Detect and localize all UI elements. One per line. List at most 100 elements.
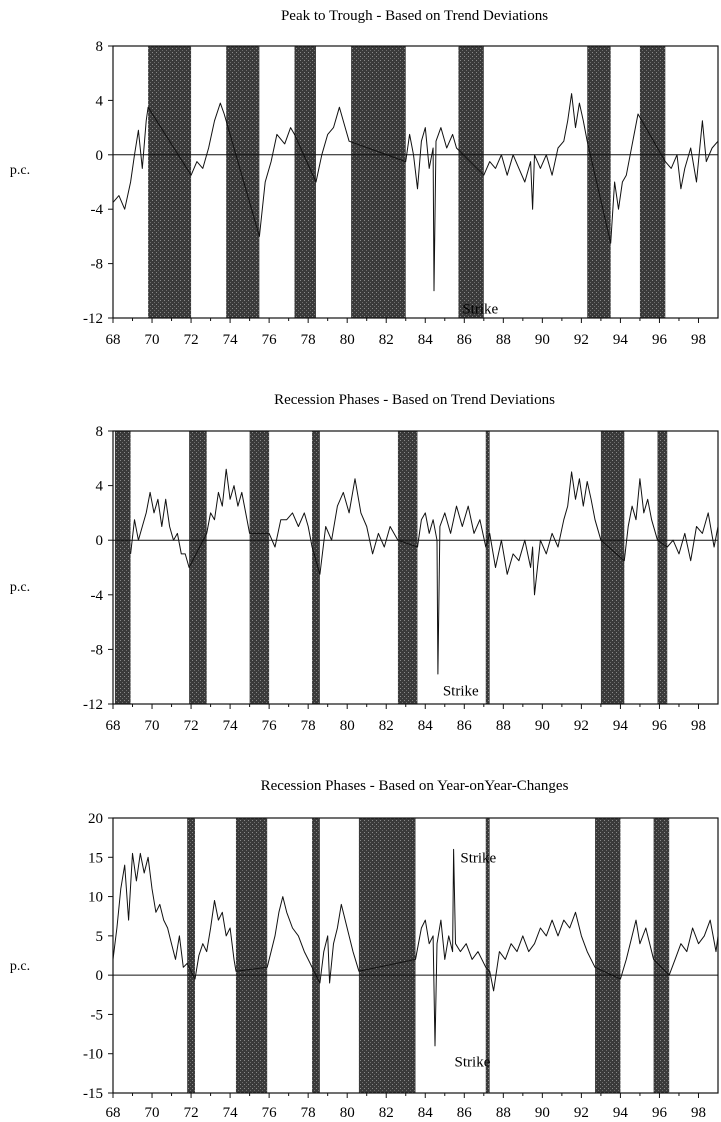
x-tick-label: 98 [691,718,706,734]
recession-band [358,818,416,1093]
x-tick-label: 96 [652,718,668,734]
x-tick-label: 68 [106,718,121,734]
x-tick-label: 72 [184,332,199,348]
x-tick-label: 90 [535,718,550,734]
recession-band [114,431,131,704]
x-tick-label: 68 [106,332,121,348]
x-tick-label: 76 [262,332,278,348]
recession-band [235,818,268,1093]
y-tick-label: -8 [91,642,104,658]
y-tick-label: -15 [83,1086,103,1102]
x-tick-label: 90 [535,1105,550,1121]
y-tick-label: -4 [91,202,104,218]
recession-band [657,431,668,704]
x-tick-label: 94 [613,332,629,348]
y-tick-label: 0 [96,148,104,164]
x-tick-label: 98 [691,332,706,348]
recession-band [397,431,418,704]
y-axis-label: p.c. [10,163,30,178]
y-tick-label: 0 [96,533,104,549]
y-tick-label: 0 [96,968,104,984]
y-tick-label: 15 [88,850,103,866]
recession-band [587,46,611,318]
x-tick-label: 96 [652,332,668,348]
y-tick-label: -8 [91,257,104,273]
x-tick-label: 72 [184,718,199,734]
y-tick-label: 8 [96,424,104,440]
y-axis-label: p.c. [10,959,30,974]
x-tick-label: 82 [379,332,394,348]
x-tick-label: 68 [106,1105,121,1121]
x-tick-label: 94 [613,718,629,734]
y-tick-label: -10 [83,1047,103,1063]
chart-panel-1: Peak to Trough - Based on Trend Deviatio… [10,8,719,348]
x-tick-label: 70 [145,332,160,348]
chart-title: Recession Phases - Based on Year-onYear-… [261,778,569,794]
recession-band [595,818,621,1093]
y-tick-label: 8 [96,39,104,55]
x-tick-label: 80 [340,718,355,734]
recession-band [226,46,260,318]
chart-panel-3: Recession Phases - Based on Year-onYear-… [10,778,719,1121]
y-tick-label: -12 [83,311,103,327]
recession-band [485,431,490,704]
y-tick-label: 5 [96,929,104,945]
x-tick-label: 98 [691,1105,706,1121]
x-tick-label: 74 [223,1105,239,1121]
x-tick-label: 76 [262,1105,278,1121]
x-tick-label: 86 [457,1105,473,1121]
series-line [130,468,719,675]
x-tick-label: 80 [340,332,355,348]
recession-band [187,818,195,1093]
x-tick-label: 70 [145,1105,160,1121]
strike-annotation: Strike [462,301,498,317]
y-tick-label: -4 [91,588,104,604]
x-tick-label: 84 [418,332,434,348]
x-tick-label: 82 [379,718,394,734]
series-line [112,93,719,292]
recession-band [653,818,670,1093]
recession-band [600,431,625,704]
strike-annotation: Strike [455,1055,491,1071]
x-tick-label: 84 [418,718,434,734]
series-line [112,848,719,1047]
x-tick-label: 96 [652,1105,668,1121]
x-tick-label: 80 [340,1105,355,1121]
strike-annotation: Strike [460,850,496,866]
chart-panel-2: Recession Phases - Based on Trend Deviat… [10,392,719,734]
strike-annotation: Strike [443,683,479,699]
recession-band [189,431,207,704]
x-tick-label: 74 [223,718,239,734]
x-tick-label: 78 [301,1105,316,1121]
recession-band [249,431,270,704]
y-tick-label: 4 [96,479,104,495]
y-axis-label: p.c. [10,580,30,595]
y-tick-label: 10 [88,890,103,906]
x-tick-label: 78 [301,332,316,348]
x-tick-label: 86 [457,718,473,734]
chart-title: Peak to Trough - Based on Trend Deviatio… [281,8,548,24]
x-tick-label: 78 [301,718,316,734]
plot-frame [112,45,719,319]
x-tick-label: 74 [223,332,239,348]
chart-title: Recession Phases - Based on Trend Deviat… [274,392,555,408]
x-tick-label: 88 [496,718,511,734]
recession-band [312,431,320,704]
recession-band [485,818,490,1093]
x-tick-label: 72 [184,1105,199,1121]
x-tick-label: 88 [496,1105,511,1121]
y-tick-label: 4 [96,93,104,109]
x-tick-label: 92 [574,718,589,734]
x-tick-label: 94 [613,1105,629,1121]
x-tick-label: 92 [574,332,589,348]
recession-band [458,46,484,318]
x-tick-label: 92 [574,1105,589,1121]
y-tick-label: -12 [83,697,103,713]
recession-band [312,818,320,1093]
y-tick-label: -5 [91,1007,104,1023]
x-tick-label: 84 [418,1105,434,1121]
y-tick-label: 20 [88,811,103,827]
recession-band [639,46,666,318]
recession-band [148,46,192,318]
